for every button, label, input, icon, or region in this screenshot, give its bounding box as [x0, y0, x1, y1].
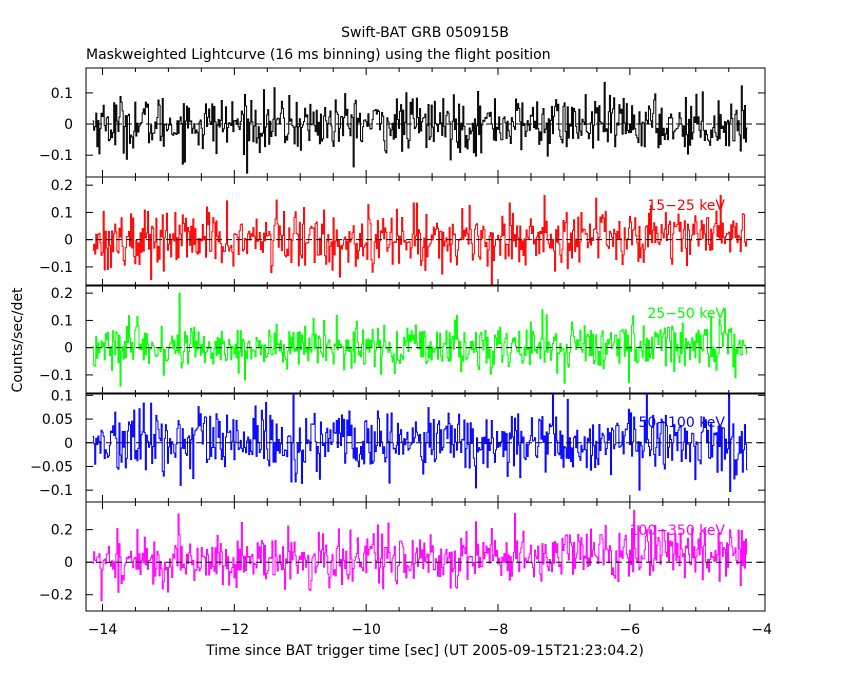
y-tick-label: 0 — [64, 117, 73, 133]
x-axis-label: Time since BAT trigger time [sec] (UT 20… — [205, 643, 644, 659]
y-tick-label: −0.2 — [39, 588, 73, 604]
panel-4: −0.2 0 0.2 100−350 keV — [39, 501, 766, 612]
x-tick-label: −12 — [220, 622, 250, 638]
panel-frame — [85, 501, 766, 612]
y-tick-label: 0 — [64, 555, 73, 571]
panel-1: −0.1 0 0.1 0.2 15−25 keV — [39, 176, 766, 287]
panel-frame — [85, 284, 766, 395]
panel-frame — [85, 176, 766, 287]
x-tick-label: −4 — [751, 622, 772, 638]
y-tick-label: 0.1 — [51, 388, 73, 404]
band-label: 15−25 keV — [647, 198, 725, 214]
y-tick-label: −0.1 — [39, 148, 73, 164]
x-tick-label: −10 — [351, 622, 381, 638]
chart-title: Swift-BAT GRB 050915B — [341, 25, 509, 41]
y-tick-label: 0.2 — [51, 286, 73, 302]
y-tick-label: −0.1 — [39, 260, 73, 276]
series-15-25-kev-line — [92, 194, 748, 285]
y-tick-label: 0.1 — [51, 86, 73, 102]
y-tick-label: 0 — [64, 436, 73, 452]
series-25-50-kev-line — [92, 292, 748, 387]
band-label: 50−100 keV — [638, 415, 725, 431]
x-tick-label: −14 — [88, 622, 118, 638]
y-tick-label: 0.1 — [51, 205, 73, 221]
y-tick-label: −0.05 — [30, 459, 73, 475]
y-tick-label: 0.05 — [42, 412, 73, 428]
panels-group: −0.1 0 0.1 −0.1 0 0.1 0.2 15−25 keV −0.1 0 0.1 0.2 2… — [30, 67, 772, 638]
y-tick-label: −0.1 — [39, 483, 73, 499]
series-15-350-kev-line — [92, 81, 748, 174]
y-tick-label: 0.2 — [51, 178, 73, 194]
y-tick-label: 0 — [64, 233, 73, 249]
panel-2: −0.1 0 0.1 0.2 25−50 keV — [39, 284, 766, 395]
series-50-100-kev-line — [92, 393, 748, 493]
series-100-350-kev-line — [92, 510, 748, 602]
x-tick-label: −6 — [620, 622, 641, 638]
chart-subtitle: Maskweighted Lightcurve (16 ms binning) … — [86, 47, 551, 63]
y-tick-label: 0.1 — [51, 313, 73, 329]
band-label: 100−350 keV — [630, 523, 726, 539]
y-tick-label: −0.1 — [39, 368, 73, 384]
y-axis-label: Counts/sec/det — [10, 287, 26, 392]
x-tick-label: −8 — [488, 622, 509, 638]
y-tick-label: 0 — [64, 341, 73, 357]
panel-0: −0.1 0 0.1 — [39, 67, 766, 178]
y-tick-label: 0.2 — [51, 523, 73, 539]
panel-3: −0.1 −0.05 0 0.05 0.1 50−100 keV — [30, 388, 766, 503]
band-label: 25−50 keV — [647, 306, 725, 322]
